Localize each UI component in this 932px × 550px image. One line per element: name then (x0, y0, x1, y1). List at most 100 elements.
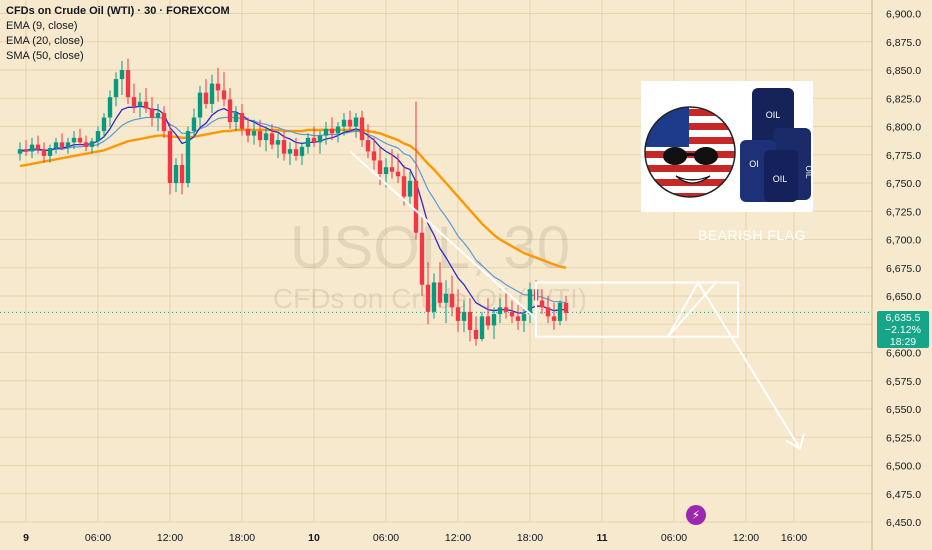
candle (299, 142, 305, 165)
oil-image: OIL OIL OI OIL (641, 81, 813, 212)
drawing-tools[interactable] (349, 150, 805, 451)
candle (83, 135, 89, 152)
candle (35, 135, 41, 154)
candle-body (101, 117, 107, 132)
candle (191, 108, 197, 138)
candle-body (89, 141, 95, 147)
candle-body (125, 70, 131, 98)
candle-body (149, 108, 155, 118)
time-axis[interactable]: 9 06:00 12:00 18:00 10 06:00 12:00 18:00 11 06:00… (23, 532, 807, 544)
candle (389, 149, 395, 179)
candle (437, 262, 443, 308)
candle (269, 124, 275, 150)
candle (221, 72, 227, 107)
candle-body (65, 142, 71, 147)
candle-body (443, 293, 449, 303)
candle-body (407, 180, 413, 197)
candle (185, 126, 191, 188)
candle-body (113, 79, 119, 98)
candle-body (23, 149, 29, 152)
symbol-title[interactable]: CFDs on Crude Oil (WTI) · 30 · FOREXCOM (6, 5, 230, 17)
candle (329, 117, 335, 141)
candle-body (455, 307, 461, 321)
bearish-flag-label: BEARISH FLAG (698, 227, 806, 243)
candle (281, 131, 287, 161)
candle (251, 119, 257, 145)
candle (275, 133, 281, 159)
candle-body (461, 311, 467, 321)
candle-body (467, 311, 473, 330)
candle (425, 262, 431, 325)
candle (155, 103, 161, 132)
candle (431, 273, 437, 319)
candle (479, 311, 485, 342)
price-tick-label: 6,525.0 (886, 432, 921, 444)
price-tick-label: 6,850.0 (886, 65, 921, 77)
candle (257, 119, 263, 147)
candle-body (197, 92, 203, 118)
candle (407, 171, 413, 206)
price-tick-label: 6,800.0 (886, 122, 921, 134)
candle-body (35, 144, 41, 150)
time-tick-label: 12:00 (157, 532, 183, 544)
legend-ema20[interactable]: EMA (20, close) (6, 35, 84, 47)
candle-body (503, 307, 509, 312)
candle (563, 296, 569, 321)
candle (65, 137, 71, 154)
candle (323, 122, 329, 145)
time-tick-label: 9 (23, 532, 29, 544)
candle (107, 90, 113, 127)
candle-body (275, 140, 281, 145)
projection-arrowhead (785, 433, 805, 451)
candle (413, 101, 419, 240)
countryball-usa-icon (644, 106, 736, 198)
candle-body (431, 282, 437, 312)
candle-body (167, 131, 173, 184)
candle (125, 58, 131, 104)
candle (245, 117, 251, 143)
flag-channel[interactable] (535, 281, 739, 338)
candle-body (269, 133, 275, 145)
legend-ema9[interactable]: EMA (9, close) (6, 20, 78, 32)
time-tick-label: 06:00 (661, 532, 687, 544)
candle-body (215, 83, 221, 91)
watermark-symbol: USOIL, 30 (290, 214, 570, 281)
price-axis[interactable]: 6,450.0 6,475.0 6,500.0 6,525.0 6,550.0 6,575… (886, 9, 921, 529)
candle (293, 137, 299, 161)
candle (143, 88, 149, 113)
candle-body (239, 112, 245, 129)
candle-body (497, 307, 503, 315)
candle-body (173, 164, 179, 184)
candle (233, 106, 239, 132)
candle-body (83, 142, 89, 147)
candle-body (335, 126, 341, 134)
projection-path[interactable] (667, 280, 801, 450)
candle (71, 131, 77, 150)
candle (23, 140, 29, 156)
barrel-label: OIL (773, 174, 788, 184)
current-price-badge: 6,635.5 −2.12% 18:29 (877, 311, 929, 348)
candle (137, 92, 143, 118)
candle (227, 88, 233, 129)
candle-body (191, 117, 197, 132)
candle (17, 142, 23, 161)
barrels-icon: OIL OIL OI OIL (740, 88, 813, 202)
lightning-icon[interactable]: ⚡ (686, 505, 706, 525)
price-tick-label: 6,450.0 (886, 517, 921, 529)
candle (485, 298, 491, 330)
time-tick-label: 10 (308, 532, 320, 544)
legend-sma50[interactable]: SMA (50, close) (6, 50, 84, 62)
time-tick-label: 06:00 (373, 532, 399, 544)
candle-body (137, 101, 143, 107)
time-tick-label: 18:00 (229, 532, 255, 544)
candle-body (233, 112, 239, 123)
candle-body (179, 164, 185, 184)
barrel-label: OIL (766, 110, 781, 120)
candle (167, 124, 173, 195)
candle (149, 97, 155, 127)
flagpole-line[interactable] (349, 150, 537, 320)
candle (371, 137, 377, 170)
candle (443, 280, 449, 324)
price-tick-label: 6,775.0 (886, 150, 921, 162)
